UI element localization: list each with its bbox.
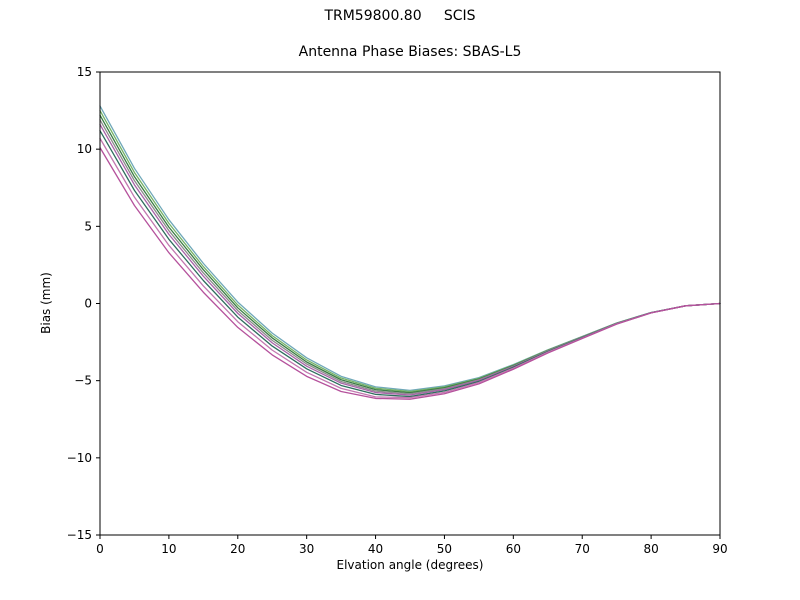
chart-title: Antenna Phase Biases: SBAS-L5 — [298, 44, 522, 60]
x-tick-label: 60 — [506, 542, 521, 556]
y-tick-label: −15 — [67, 528, 92, 542]
x-tick-label: 20 — [230, 542, 245, 556]
x-tick-label: 90 — [712, 542, 727, 556]
x-axis-label: Elvation angle (degrees) — [336, 558, 484, 572]
chart-suptitle: TRM59800.80 SCIS — [324, 8, 476, 24]
series-line-8 — [99, 146, 721, 400]
x-tick-label: 50 — [437, 542, 452, 556]
y-tick-label: 10 — [77, 142, 92, 156]
x-tick-label: 10 — [161, 542, 176, 556]
y-axis-label: Bias (mm) — [39, 272, 53, 334]
y-tick-label: 5 — [84, 219, 92, 233]
x-tick-label: 80 — [643, 542, 658, 556]
x-tick-label: 0 — [96, 542, 104, 556]
x-tick-label: 70 — [575, 542, 590, 556]
y-tick-label: −10 — [67, 451, 92, 465]
axes-frame — [99, 71, 721, 536]
y-tick-label: 15 — [77, 65, 92, 79]
y-tick-label: 0 — [84, 297, 92, 311]
x-tick-label: 30 — [299, 542, 314, 556]
x-tick-label: 40 — [368, 542, 383, 556]
series-line-1 — [99, 105, 721, 392]
y-tick-label: −5 — [74, 374, 92, 388]
